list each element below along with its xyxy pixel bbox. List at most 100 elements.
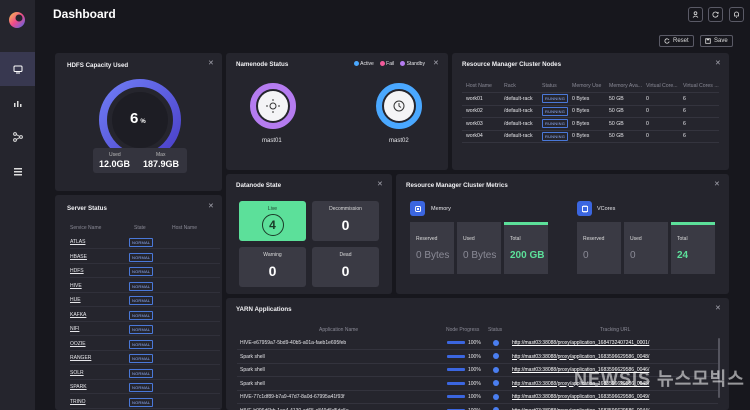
- cell-vc-used: 0: [646, 105, 683, 118]
- service-name[interactable]: HDFS: [70, 268, 84, 274]
- yarn-scrollbar[interactable]: [718, 338, 720, 398]
- table-row[interactable]: Spark shell 100% http://mast03:38088/proxy…: [237, 351, 718, 364]
- status-badge: NORMAL: [129, 310, 154, 320]
- table-row[interactable]: work02/default-rack RUNNING 0 Bytes 50 GB 0 6: [462, 105, 719, 118]
- vcores-icon-box: [577, 201, 592, 216]
- tracking-url-link[interactable]: http://mast03:38088/proxy/application_16…: [512, 394, 650, 400]
- application-name: HIVE-77c1df89-b7a9-47d7-8a0d-67995a41f93…: [240, 394, 345, 400]
- table-row[interactable]: work04/default-rack RUNNING 0 Bytes 50 GB 0 6: [462, 130, 719, 143]
- table-header-row: Host Name Rack Status Memory Use Memory …: [462, 80, 719, 93]
- refresh-button[interactable]: [708, 7, 723, 22]
- service-name[interactable]: SOLR: [70, 369, 84, 376]
- dead-label: Dead: [339, 252, 352, 258]
- hdfs-max-label: Max: [156, 152, 166, 158]
- tracking-url-link[interactable]: http://mast03:38088/proxy/application_16…: [512, 367, 650, 373]
- table-row[interactable]: HIVE-77c1df89-b7a9-47d7-8a0d-67995a41f93…: [237, 391, 718, 404]
- datanode-live-tile[interactable]: Live 4: [239, 201, 306, 241]
- service-name[interactable]: SPARK: [70, 384, 87, 390]
- tracking-url-link[interactable]: http://mast03:38088/proxy/application_16…: [512, 340, 650, 346]
- hdfs-usage-box: Used 12.0GB Max 187.9GB: [93, 148, 187, 173]
- app-logo-icon[interactable]: [8, 11, 26, 29]
- hdfs-capacity-card: HDFS Capacity Used ✕ 6% Used 12.0GB Max …: [55, 53, 222, 191]
- service-name[interactable]: HIVE: [70, 282, 82, 289]
- memory-reserved-value: 0 Bytes: [416, 250, 450, 261]
- service-name[interactable]: TRINO: [70, 398, 86, 405]
- close-icon[interactable]: ✕: [208, 60, 214, 67]
- service-name[interactable]: HUE: [70, 297, 81, 303]
- reset-button[interactable]: Reset: [659, 35, 694, 47]
- close-icon[interactable]: ✕: [715, 305, 721, 312]
- close-icon[interactable]: ✕: [377, 181, 383, 188]
- table-row[interactable]: HBASE NORMAL: [70, 252, 220, 264]
- nav-dashboard[interactable]: [0, 52, 35, 86]
- table-row[interactable]: SPARK NORMAL: [70, 382, 220, 394]
- cell-status: RUNNING: [542, 117, 572, 131]
- status-badge: RUNNING: [542, 106, 569, 116]
- hdfs-percent-sign: %: [140, 119, 146, 125]
- page-title: Dashboard: [53, 7, 116, 21]
- cell-rack: /default-rack: [504, 130, 542, 143]
- service-name[interactable]: ATLAS: [70, 239, 86, 245]
- table-row[interactable]: TRINO NORMAL: [70, 397, 220, 409]
- table-row[interactable]: HUE NORMAL: [70, 295, 220, 307]
- cell-host: work02: [462, 105, 504, 118]
- col-application-name: Application Name: [319, 327, 359, 333]
- col-node-progress: Node Progress: [446, 327, 480, 333]
- memory-used-label: Used: [463, 236, 475, 242]
- hdfs-percent-value: 6%: [130, 110, 146, 127]
- col-rack: Rack: [504, 80, 542, 93]
- table-row[interactable]: HIVE NORMAL: [70, 281, 220, 293]
- service-name[interactable]: NIFI: [70, 326, 80, 332]
- table-row[interactable]: work03/default-rack RUNNING 0 Bytes 50 GB 0 6: [462, 117, 719, 131]
- service-name[interactable]: RANGER: [70, 355, 92, 361]
- table-row[interactable]: HIVE-b096d6bb-1ee4-4130-ad65-c849d5d5da5…: [237, 405, 718, 410]
- cell-mem-avail: 50 GB: [609, 130, 646, 143]
- col-memory-avail: Memory Ava...: [609, 80, 646, 93]
- server-status-card: Server Status ✕: [55, 195, 222, 410]
- memory-total-value: 200 GB: [510, 250, 545, 261]
- progress-value: 100%: [468, 353, 481, 360]
- table-row[interactable]: HIVE-e67959a7-5bd9-40b5-a01a-faeb1e695fe…: [237, 337, 718, 350]
- rm-metrics-card-title: Resource Manager Cluster Metrics: [406, 182, 508, 189]
- table-row[interactable]: OOZIE NORMAL: [70, 339, 220, 351]
- nav-flow[interactable]: [0, 120, 35, 154]
- legend-standby: Standby: [400, 61, 425, 67]
- cell-host: work03: [462, 117, 504, 131]
- table-row[interactable]: ATLAS NORMAL: [70, 237, 220, 249]
- warning-label: Warning: [263, 252, 282, 258]
- nav-charts[interactable]: [0, 86, 35, 120]
- datanode-decommission-tile[interactable]: Decommission 0: [312, 201, 379, 241]
- datanode-warning-tile[interactable]: Warning 0: [239, 247, 306, 287]
- memory-icon-box: [410, 201, 425, 216]
- status-badge: NORMAL: [129, 281, 154, 291]
- tracking-url-link[interactable]: http://mast03:38088/proxy/application_16…: [512, 380, 650, 387]
- progress-bar: [447, 354, 465, 358]
- table-row[interactable]: Spark shell 100% http://mast03:38088/proxy…: [237, 364, 718, 377]
- notification-button[interactable]: [729, 7, 744, 22]
- user-button[interactable]: [688, 7, 703, 22]
- table-row[interactable]: NIFI NORMAL: [70, 324, 220, 336]
- close-icon[interactable]: ✕: [208, 203, 214, 210]
- service-name[interactable]: KAFKA: [70, 311, 87, 318]
- close-icon[interactable]: ✕: [433, 60, 439, 67]
- table-row[interactable]: KAFKA NORMAL: [70, 310, 220, 322]
- table-row[interactable]: RANGER NORMAL: [70, 353, 220, 365]
- datanode-dead-tile[interactable]: Dead 0: [312, 247, 379, 287]
- table-row[interactable]: work01/default-rack RUNNING 0 Bytes 50 GB 0 6: [462, 92, 719, 106]
- warning-value: 0: [268, 263, 277, 279]
- close-icon[interactable]: ✕: [715, 60, 721, 67]
- table-row[interactable]: HDFS NORMAL: [70, 266, 220, 278]
- tracking-url-link[interactable]: http://mast03:38088/proxy/application_16…: [512, 408, 649, 410]
- status-badge: NORMAL: [129, 267, 154, 276]
- service-name[interactable]: OOZIE: [70, 340, 86, 347]
- close-icon[interactable]: ✕: [714, 181, 720, 188]
- application-name: HIVE-e67959a7-5bd9-40b5-a01a-faeb1e695fe…: [240, 340, 347, 346]
- table-row[interactable]: Spark shell 100% http://mast03:38088/proxy…: [237, 378, 718, 391]
- save-button[interactable]: Save: [700, 35, 733, 47]
- progress-value: 100%: [468, 380, 481, 387]
- service-name[interactable]: HBASE: [70, 253, 87, 260]
- table-row[interactable]: SOLR NORMAL: [70, 368, 220, 380]
- tracking-url-link[interactable]: http://mast03:38088/proxy/application_16…: [512, 353, 650, 360]
- col-service-name: Service Name: [70, 225, 102, 231]
- nav-list[interactable]: [0, 154, 35, 188]
